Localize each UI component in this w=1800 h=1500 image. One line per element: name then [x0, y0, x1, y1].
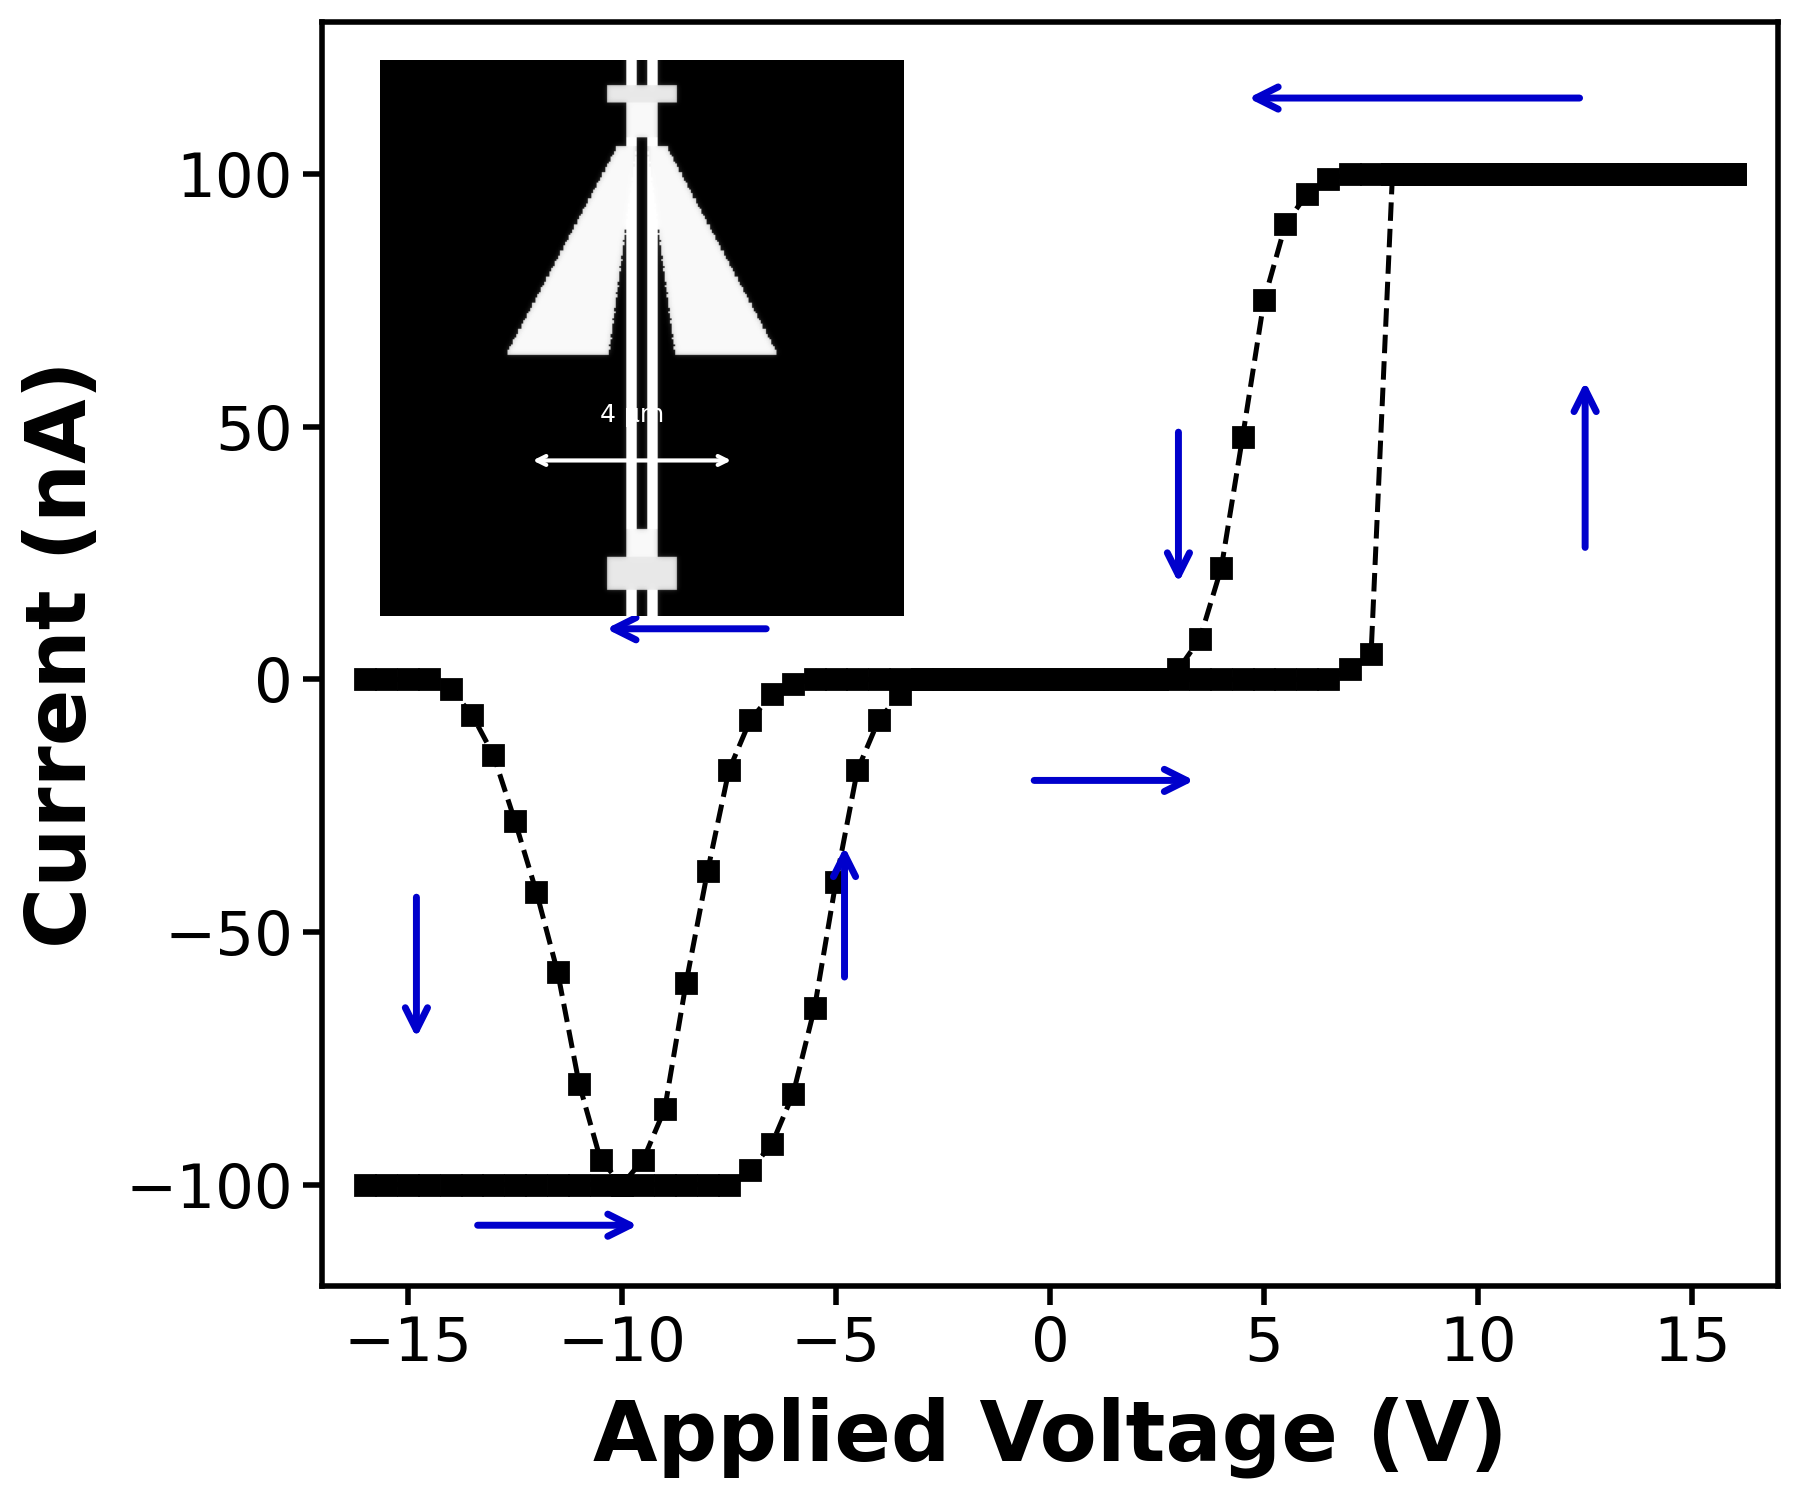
X-axis label: Applied Voltage (V): Applied Voltage (V): [592, 1396, 1507, 1478]
Y-axis label: Current (nA): Current (nA): [22, 360, 103, 948]
